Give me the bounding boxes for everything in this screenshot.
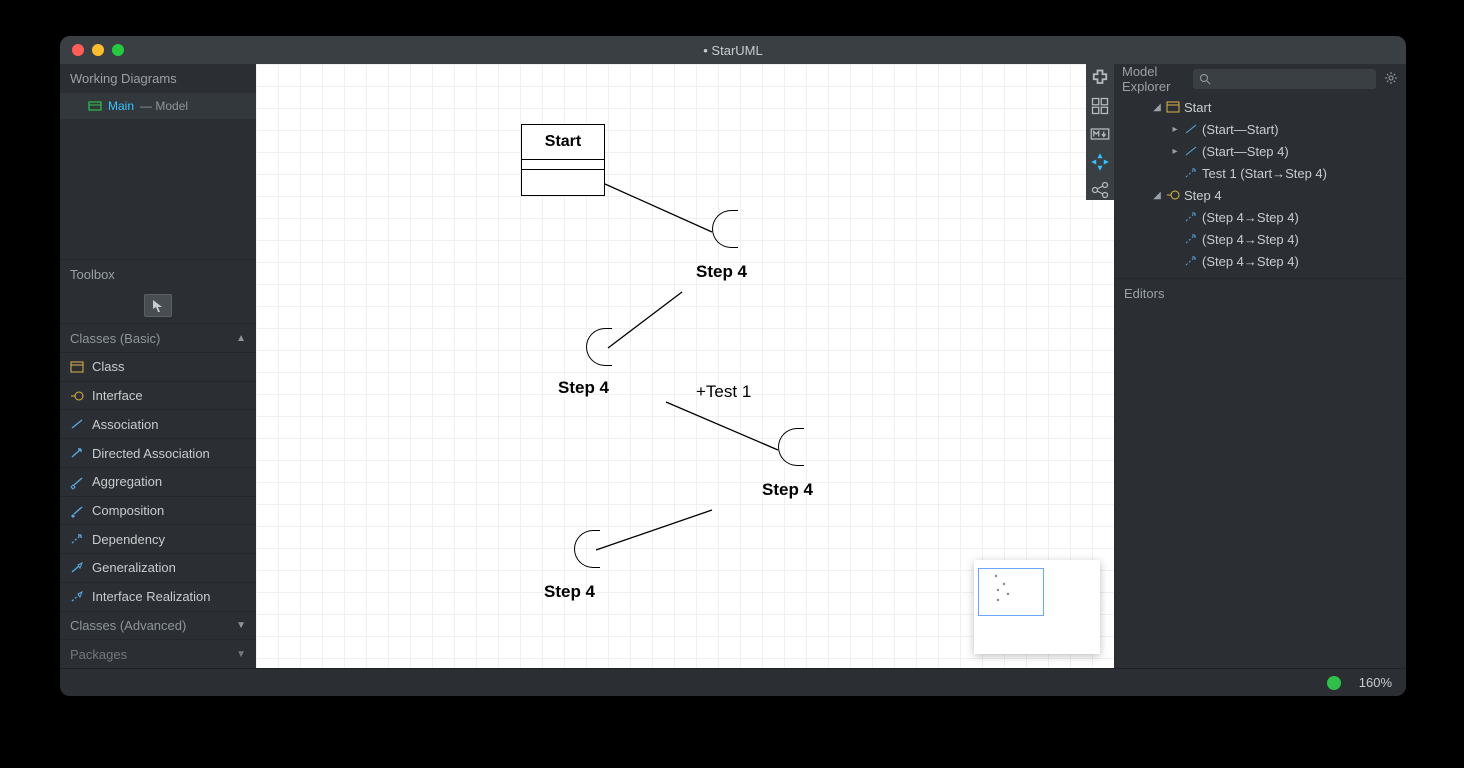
working-diagram-item[interactable]: Main — Model [60, 93, 256, 120]
tree-node[interactable]: Test 1 (Start→Step 4) [1114, 162, 1406, 184]
diagram-icon [88, 99, 102, 113]
tool-interface-realization[interactable]: Interface Realization [60, 582, 256, 611]
expand-icon: ▼ [236, 649, 246, 660]
tool-interface[interactable]: Interface [60, 381, 256, 410]
maximize-window-button[interactable] [112, 44, 124, 56]
diagram-name: Main [108, 99, 134, 113]
tool-generalization[interactable]: Generalization [60, 553, 256, 582]
canvas-toolbar [1086, 64, 1114, 200]
caret-down-icon[interactable]: ◢ [1152, 190, 1162, 201]
working-diagrams-header: Working Diagrams [60, 64, 256, 93]
toolbox-section-classes-advanced[interactable]: Classes (Advanced) ▼ [60, 611, 256, 640]
tree-node[interactable]: (Step 4→Step 4) [1114, 206, 1406, 228]
titlebar[interactable]: • StarUML [60, 36, 1406, 64]
window-controls [72, 44, 124, 56]
tool-association[interactable]: Association [60, 409, 256, 438]
association-icon [1184, 144, 1198, 158]
expand-icon: ▼ [236, 620, 246, 631]
caret-right-icon[interactable]: ▸ [1170, 124, 1180, 135]
interface-icon [70, 389, 84, 403]
close-window-button[interactable] [72, 44, 84, 56]
composition-icon [70, 504, 84, 518]
tool-aggregation[interactable]: Aggregation [60, 467, 256, 496]
diagram-suffix: — Model [140, 99, 188, 113]
directed-association-icon [70, 446, 84, 460]
tool-class[interactable]: Class [60, 352, 256, 381]
minimap[interactable] [974, 560, 1100, 654]
dependency-icon [1184, 210, 1198, 224]
settings-icon[interactable] [1384, 71, 1398, 88]
diagram-canvas[interactable]: Start Step 4 Step 4 Step 4 Step 4 +Test 1 [256, 64, 1114, 668]
editors-header: Editors [1114, 278, 1406, 308]
class-node-start[interactable]: Start [521, 124, 605, 196]
search-icon [1199, 73, 1211, 85]
class-icon [70, 360, 84, 374]
tree-node[interactable]: (Step 4→Step 4) [1114, 228, 1406, 250]
toolbox-section-packages[interactable]: Packages ▼ [60, 639, 256, 668]
status-ok-icon [1327, 676, 1341, 690]
association-icon [1184, 122, 1198, 136]
model-tree: ◢ Start ▸ (Start—Start) ▸ (Start—Step 4)… [1114, 94, 1406, 272]
dependency-icon [1184, 232, 1198, 246]
model-explorer-header: Model Explorer [1114, 64, 1406, 94]
association-label[interactable]: +Test 1 [696, 382, 751, 402]
selection-tool[interactable] [144, 294, 172, 317]
class-node-name: Start [522, 125, 604, 160]
toolbox-header: Toolbox [60, 259, 256, 288]
tree-node[interactable]: ▸ (Start—Step 4) [1114, 140, 1406, 162]
model-search[interactable] [1193, 69, 1376, 89]
right-panel: Model Explorer ◢ Start ▸ (S [1114, 64, 1406, 668]
markdown-icon[interactable] [1090, 124, 1110, 144]
association-icon [70, 417, 84, 431]
status-bar: 160% [60, 668, 1406, 696]
minimize-window-button[interactable] [92, 44, 104, 56]
tree-node[interactable]: (Step 4→Step 4) [1114, 250, 1406, 272]
model-search-input[interactable] [1215, 72, 1370, 86]
grid-icon[interactable] [1090, 96, 1110, 116]
share-icon[interactable] [1090, 180, 1110, 200]
dependency-icon [1184, 166, 1198, 180]
dependency-icon [70, 532, 84, 546]
app-window: • StarUML Working Diagrams Main — Model … [60, 36, 1406, 696]
tool-composition[interactable]: Composition [60, 496, 256, 525]
class-icon [1166, 100, 1180, 114]
interface-icon [1166, 188, 1180, 202]
tool-dependency[interactable]: Dependency [60, 524, 256, 553]
node-label[interactable]: Step 4 [696, 262, 747, 282]
caret-right-icon[interactable]: ▸ [1170, 146, 1180, 157]
extensions-icon[interactable] [1090, 68, 1110, 88]
caret-down-icon[interactable]: ◢ [1152, 102, 1162, 113]
node-label[interactable]: Step 4 [762, 480, 813, 500]
dependency-icon [1184, 254, 1198, 268]
collapse-icon: ▲ [236, 333, 246, 344]
interface-realization-icon [70, 590, 84, 604]
tree-node-start[interactable]: ◢ Start [1114, 96, 1406, 118]
tree-node[interactable]: ▸ (Start—Start) [1114, 118, 1406, 140]
zoom-level[interactable]: 160% [1359, 675, 1392, 690]
node-label[interactable]: Step 4 [544, 582, 595, 602]
tool-directed-association[interactable]: Directed Association [60, 438, 256, 467]
node-label[interactable]: Step 4 [558, 378, 609, 398]
generalization-icon [70, 561, 84, 575]
window-title: • StarUML [60, 43, 1406, 58]
left-panel: Working Diagrams Main — Model Toolbox Cl… [60, 64, 256, 668]
aggregation-icon [70, 475, 84, 489]
toolbox-section-classes-basic[interactable]: Classes (Basic) ▲ [60, 323, 256, 352]
navigate-icon[interactable] [1090, 152, 1110, 172]
tree-node-step4[interactable]: ◢ Step 4 [1114, 184, 1406, 206]
